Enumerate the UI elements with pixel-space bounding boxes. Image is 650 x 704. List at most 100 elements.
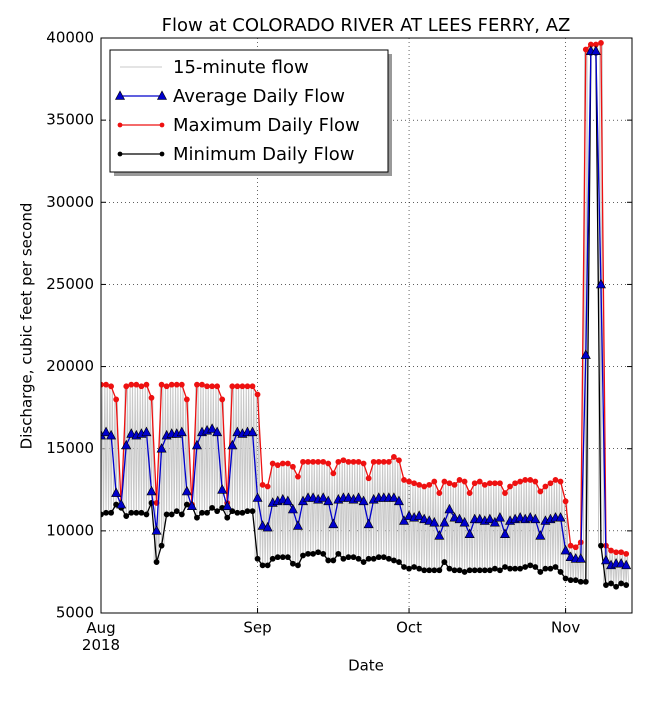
marker [494, 512, 505, 522]
marker [108, 509, 114, 516]
marker [391, 557, 397, 564]
marker [507, 565, 513, 572]
marker [274, 462, 281, 469]
marker [416, 565, 423, 572]
marker [264, 483, 271, 490]
marker [234, 383, 241, 390]
marker [502, 490, 508, 496]
marker [575, 553, 586, 563]
marker [320, 550, 327, 557]
marker [269, 555, 276, 562]
marker [603, 582, 609, 588]
marker [451, 481, 458, 488]
marker [461, 569, 468, 575]
marker [133, 509, 140, 516]
marker [305, 550, 311, 557]
marker [143, 511, 150, 518]
marker [380, 554, 387, 561]
marker [517, 478, 524, 485]
marker [141, 426, 152, 437]
marker [138, 383, 145, 390]
marker [434, 530, 445, 540]
marker [547, 480, 554, 487]
marker [601, 554, 611, 565]
y-axis-label: Discharge, cubic feet per second [18, 203, 36, 450]
marker [252, 492, 263, 502]
marker [249, 383, 256, 390]
marker [411, 480, 418, 487]
marker [355, 555, 362, 562]
marker [318, 492, 329, 502]
marker [181, 485, 192, 496]
marker [295, 562, 301, 569]
marker [335, 458, 342, 465]
marker [396, 559, 402, 565]
marker [204, 383, 210, 390]
marker [454, 513, 465, 524]
marker [365, 475, 372, 482]
marker [512, 565, 518, 572]
marker [292, 520, 303, 530]
marker [305, 458, 311, 465]
marker [106, 429, 117, 440]
marker [194, 381, 200, 388]
marker [113, 396, 120, 403]
flow-range [101, 384, 104, 515]
marker [360, 460, 367, 467]
marker [173, 508, 180, 515]
marker [590, 45, 601, 55]
marker [274, 554, 281, 561]
marker [532, 478, 539, 485]
marker [370, 555, 377, 562]
marker [399, 515, 409, 525]
marker [471, 480, 478, 487]
legend-marker [159, 122, 165, 128]
marker [219, 396, 226, 403]
marker [290, 560, 296, 567]
y-tick-label: 5000 [56, 604, 94, 622]
marker [530, 513, 541, 524]
marker [401, 564, 407, 570]
marker [393, 495, 404, 506]
marker [116, 498, 127, 509]
marker [484, 513, 495, 524]
marker [500, 528, 510, 538]
marker [507, 483, 513, 490]
marker [330, 557, 337, 564]
marker [217, 484, 228, 494]
x-tick-label: Sep [243, 619, 271, 637]
marker [486, 480, 493, 487]
marker [446, 565, 453, 572]
marker [191, 439, 202, 450]
marker [101, 511, 104, 518]
marker [527, 477, 534, 483]
marker [194, 514, 200, 521]
y-tick-label: 10000 [46, 521, 94, 539]
marker [406, 565, 412, 572]
marker [476, 567, 483, 574]
marker [207, 423, 218, 433]
marker [380, 458, 387, 465]
marker [492, 480, 498, 487]
marker [143, 381, 150, 388]
marker [173, 381, 180, 388]
marker [262, 521, 273, 532]
marker [621, 559, 632, 570]
marker [279, 554, 286, 561]
marker [476, 478, 483, 485]
marker [214, 508, 221, 515]
marker [183, 396, 190, 403]
marker [128, 509, 135, 516]
marker [310, 550, 317, 557]
marker [623, 582, 630, 588]
y-tick-label: 40000 [46, 29, 94, 47]
marker [146, 485, 157, 496]
marker [429, 517, 440, 527]
marker [358, 495, 369, 506]
marker [178, 511, 185, 518]
marker [385, 555, 392, 562]
marker [121, 439, 132, 450]
marker [209, 504, 216, 511]
marker [613, 583, 619, 590]
marker [259, 562, 266, 569]
